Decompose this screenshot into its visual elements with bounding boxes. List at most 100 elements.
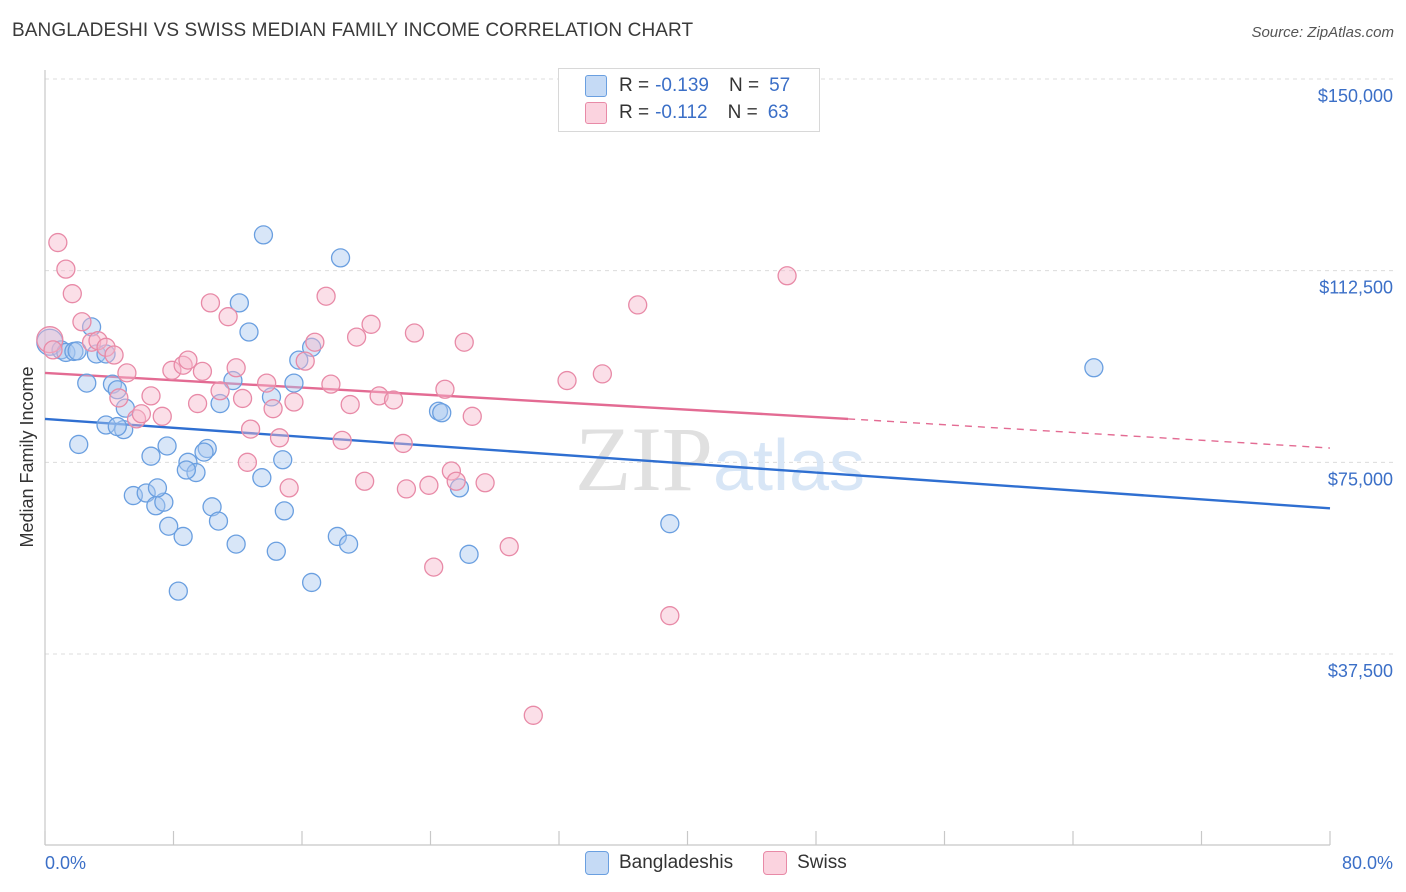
point-bangladeshis xyxy=(168,581,188,601)
point-bangladeshis xyxy=(330,248,351,268)
legend-swatch-bangladeshis xyxy=(585,75,607,97)
point-swiss xyxy=(200,293,221,313)
point-bangladeshis xyxy=(178,452,198,472)
point-swiss xyxy=(424,557,444,577)
point-swiss xyxy=(404,323,425,343)
point-swiss xyxy=(523,705,543,725)
point-swiss xyxy=(435,379,455,399)
point-bangladeshis xyxy=(208,511,229,531)
point-swiss xyxy=(321,374,341,394)
point-swiss xyxy=(109,388,129,408)
y-tick-labels: $37,500 $75,000 $112,500 $150,000 xyxy=(1318,86,1393,681)
point-swiss xyxy=(361,314,381,334)
point-swiss xyxy=(56,259,76,279)
point-bangladeshis xyxy=(253,225,274,245)
legend-r-label: R = xyxy=(619,102,650,123)
point-swiss xyxy=(131,404,152,424)
point-bangladeshis xyxy=(301,572,322,593)
point-bangladeshis xyxy=(226,534,246,554)
point-bangladeshis xyxy=(157,436,177,456)
point-bangladeshis xyxy=(107,380,127,400)
point-swiss xyxy=(96,337,116,357)
legend-r-value: -0.112 xyxy=(655,102,708,123)
point-bangladeshis xyxy=(141,446,161,466)
data-points xyxy=(36,89,1104,725)
point-bangladeshis xyxy=(154,492,174,512)
point-bangladeshis xyxy=(229,293,250,313)
point-swiss xyxy=(162,360,182,380)
point-swiss xyxy=(62,284,82,304)
point-swiss xyxy=(305,332,325,352)
y-axis-label: Median Family Income xyxy=(17,366,37,547)
point-swiss xyxy=(396,479,417,499)
trend-line-swiss xyxy=(44,371,849,421)
point-swiss xyxy=(117,363,137,383)
point-swiss xyxy=(141,386,161,406)
trend-line-extension-swiss xyxy=(848,418,1331,449)
point-swiss xyxy=(269,428,290,448)
point-swiss xyxy=(43,340,63,360)
point-bangladeshis xyxy=(176,460,197,480)
point-swiss xyxy=(660,606,680,626)
point-swiss xyxy=(72,312,92,332)
point-swiss xyxy=(232,388,253,409)
point-bangladeshis xyxy=(107,416,127,437)
point-swiss xyxy=(279,478,299,498)
point-swiss xyxy=(441,461,462,481)
point-swiss xyxy=(226,358,246,378)
legend-row-swiss: R = -0.112 N = 63 xyxy=(585,100,789,126)
point-bangladeshis xyxy=(77,373,97,393)
watermark: ZIPatlas xyxy=(575,408,865,510)
grid-lines xyxy=(45,78,1395,655)
legend-n-value: 63 xyxy=(767,102,789,123)
point-swiss xyxy=(81,332,102,352)
chart-title: BANGLADESHI VS SWISS MEDIAN FAMILY INCOM… xyxy=(12,20,694,41)
legend-swatch-bangladeshis xyxy=(585,851,609,875)
point-bangladeshis xyxy=(173,526,193,547)
point-swiss xyxy=(152,406,172,426)
point-swiss xyxy=(237,452,258,472)
point-swiss xyxy=(48,232,68,253)
legend-label-bangladeshis: Bangladeshis xyxy=(619,852,734,873)
point-bangladeshis xyxy=(284,373,304,393)
point-swiss xyxy=(393,433,413,454)
point-bangladeshis xyxy=(136,483,156,503)
point-bangladeshis xyxy=(239,322,259,342)
series-legend: Bangladeshis Swiss xyxy=(585,851,877,875)
point-bangladeshis xyxy=(660,514,680,534)
point-swiss xyxy=(446,471,466,491)
point-bangladeshis xyxy=(194,442,214,462)
x-tick-label-max: 80.0% xyxy=(1342,853,1393,873)
trend-lines xyxy=(44,371,1331,510)
point-swiss xyxy=(263,399,283,419)
point-swiss xyxy=(210,381,230,401)
legend-item-bangladeshis[interactable]: Bangladeshis xyxy=(585,851,733,875)
point-swiss xyxy=(192,361,213,382)
point-swiss xyxy=(383,390,404,410)
source-credit: Source: ZipAtlas.com xyxy=(1251,24,1394,41)
legend-item-swiss[interactable]: Swiss xyxy=(763,851,847,875)
point-swiss xyxy=(628,295,648,315)
point-swiss xyxy=(419,475,439,495)
point-bangladeshis xyxy=(266,541,286,561)
point-bangladeshis xyxy=(289,350,309,370)
point-bangladeshis xyxy=(69,434,89,455)
legend-swatch-swiss xyxy=(763,851,788,875)
point-bangladeshis xyxy=(147,478,168,498)
point-bangladeshis xyxy=(338,534,359,554)
stats-legend: R = -0.139 N = 57 R = -0.112 N = 63 xyxy=(558,68,820,132)
point-swiss xyxy=(777,266,797,286)
legend-label-swiss: Swiss xyxy=(797,852,847,873)
point-swiss xyxy=(104,345,124,365)
point-swiss xyxy=(257,373,277,393)
point-swiss xyxy=(340,394,360,415)
legend-swatch-swiss xyxy=(585,102,607,124)
point-bangladeshis xyxy=(67,341,87,361)
point-bangladeshis xyxy=(459,544,479,564)
point-bangladeshis xyxy=(432,403,452,423)
legend-row-bangladeshis: R = -0.139 N = 57 xyxy=(585,73,790,99)
point-swiss xyxy=(240,419,261,439)
point-swiss xyxy=(369,386,389,406)
point-swiss xyxy=(284,392,304,412)
